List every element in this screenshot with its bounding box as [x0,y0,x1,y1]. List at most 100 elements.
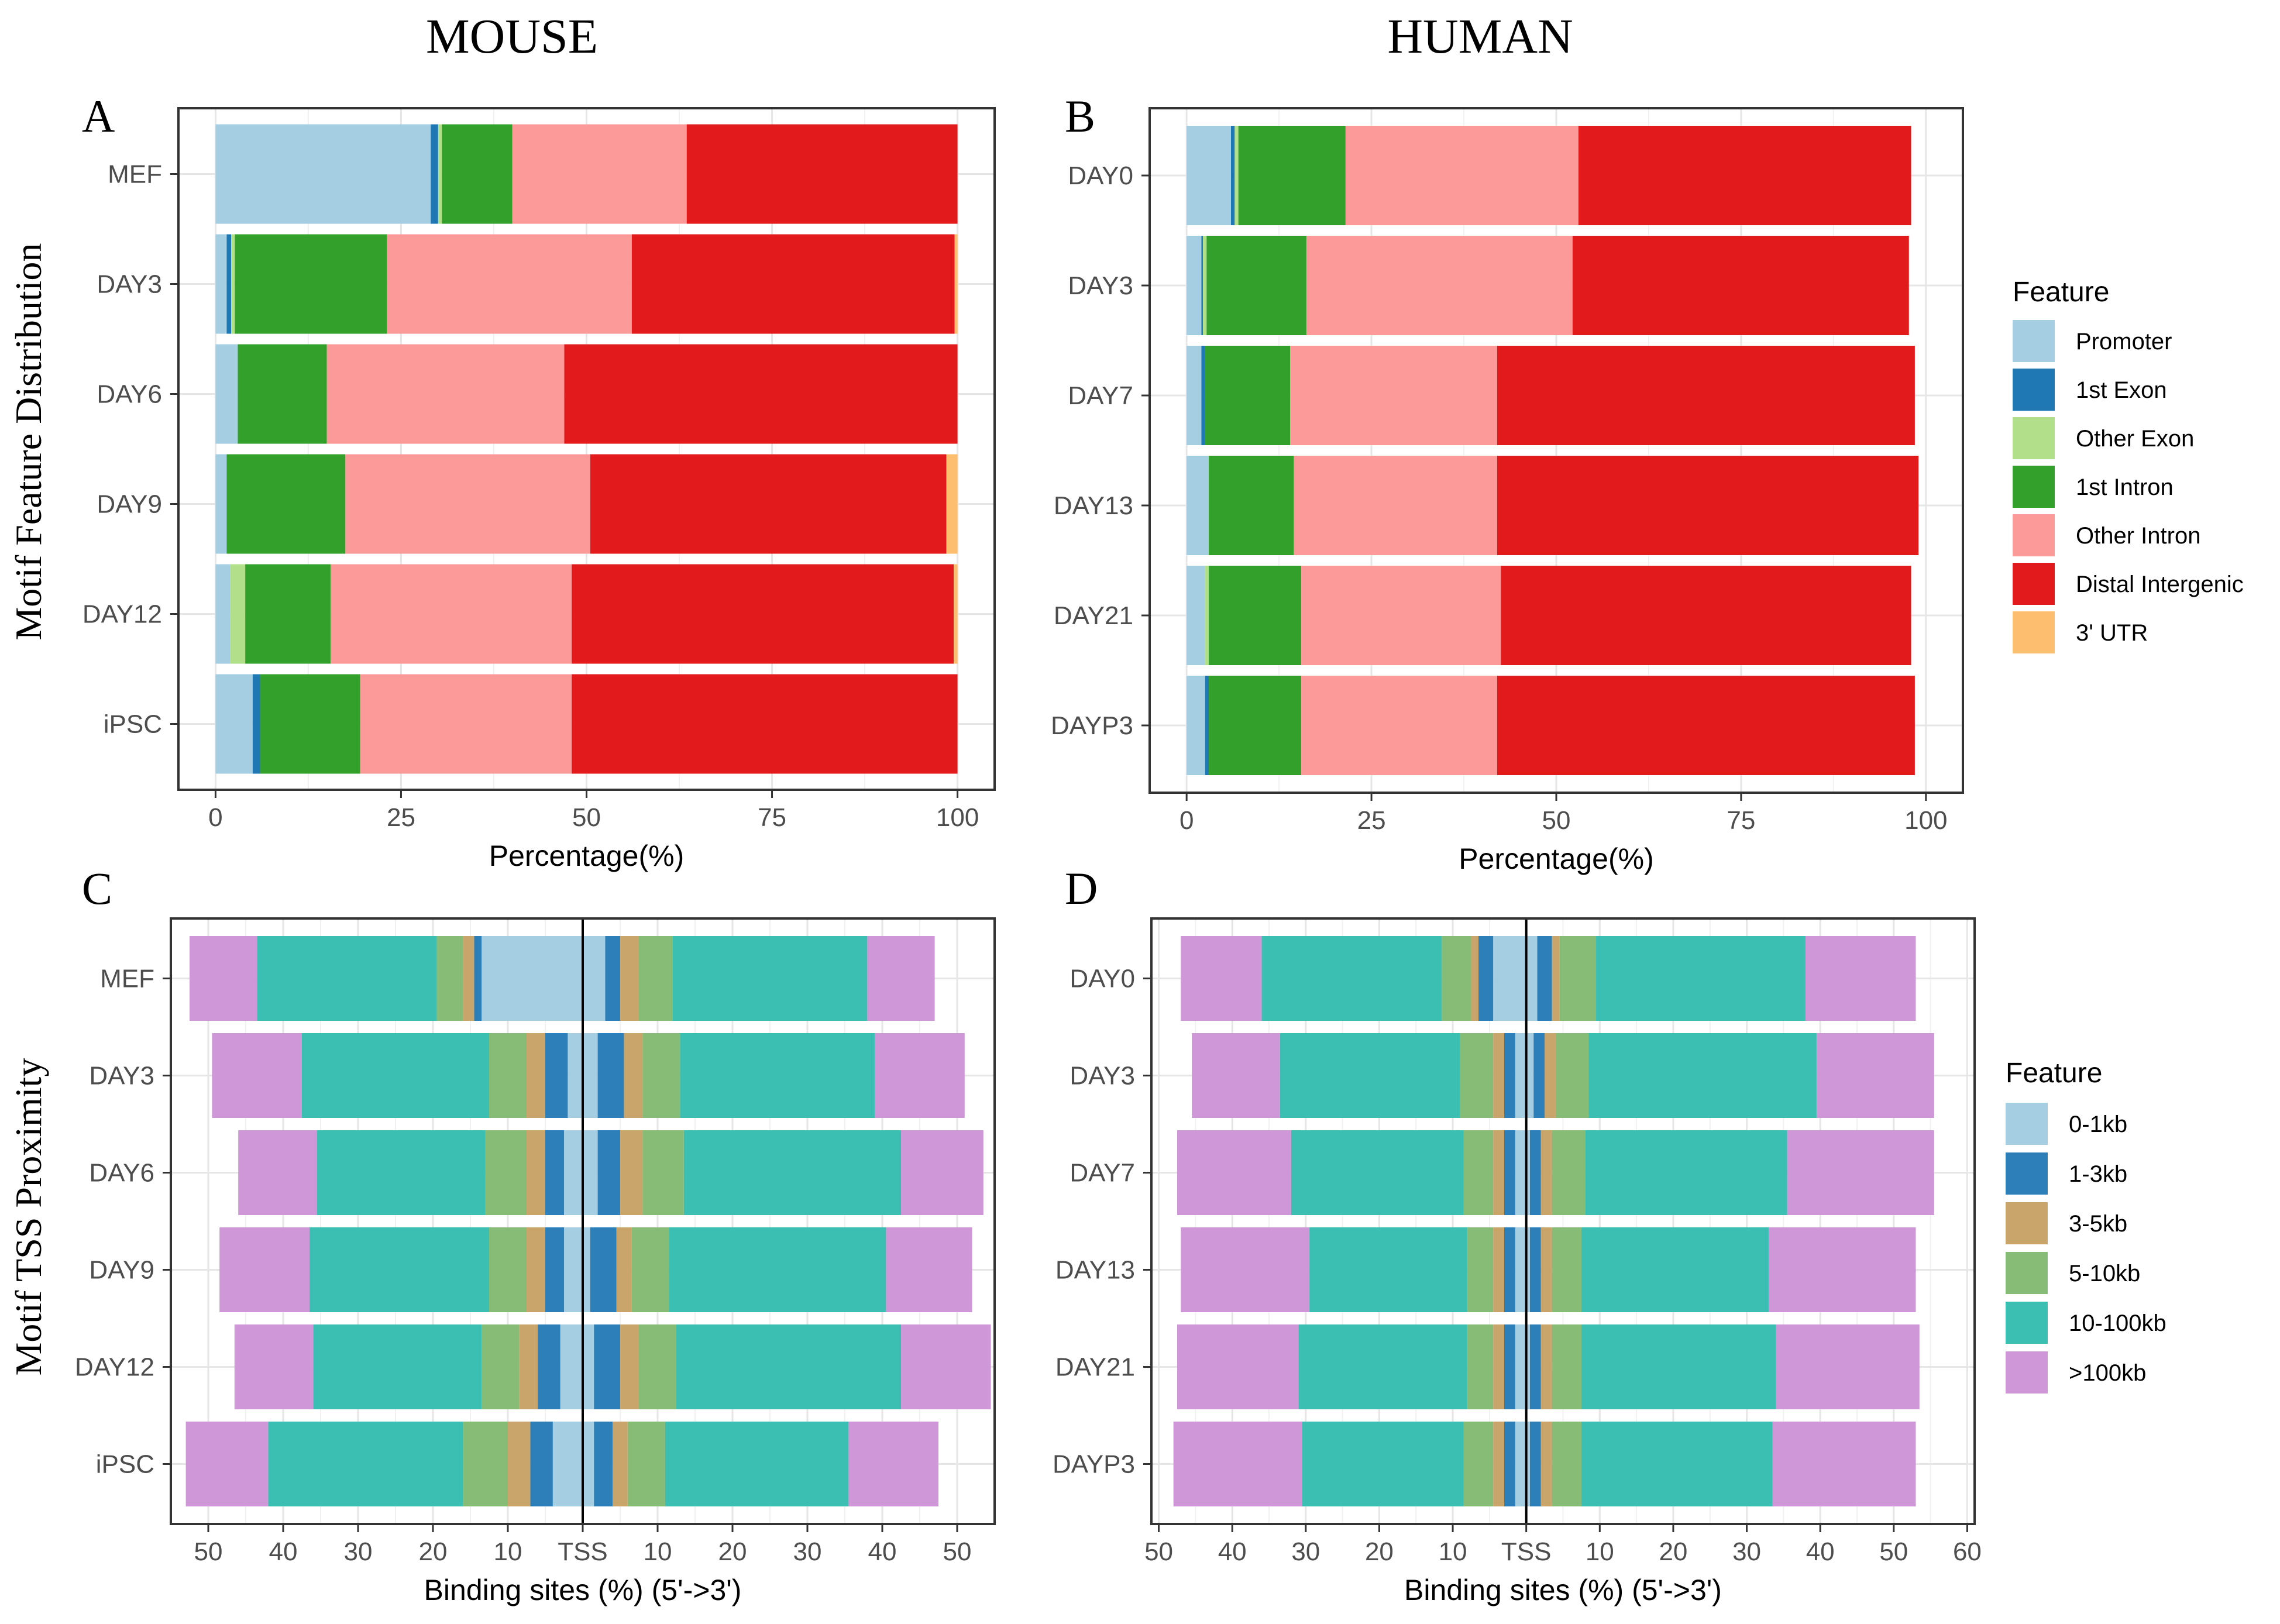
bar-c-day12-upstream-100kb [234,1324,314,1409]
bar-a-day3-1st-intron [235,234,387,334]
bar-a-day3-promoter [215,234,227,334]
bar-c-day12-downstream-0-1kb [583,1324,594,1409]
bar-d-day7-downstream-1-3kb [1529,1130,1541,1215]
bar-a-mef-promoter [215,124,431,224]
bar-c-day6-downstream-3-5kb [620,1130,643,1215]
bar-d-day3-downstream-10-100kb [1588,1033,1817,1118]
bar-a-ipsc-promoter [215,674,253,774]
bar-d-dayp3-upstream-3-5kb [1493,1422,1504,1506]
bar-d-dayp3-upstream-0-1kb [1515,1422,1526,1506]
bar-c-mef-upstream-100kb [190,936,257,1021]
panel-c-x-tick-label: 40 [868,1537,897,1566]
bar-d-day3-downstream-100kb [1816,1033,1934,1118]
bar-a-mef-1st-intron [442,124,513,224]
bar-c-day3-downstream-3-5kb [624,1033,643,1118]
row-title-top: Motif Feature Distribution [8,243,49,640]
bar-c-mef-downstream-0-1kb [583,936,606,1021]
legend-feature: Feature Promoter 1st Exon Other Exon 1st In… [2013,277,2244,653]
bar-b-dayp3-other-intron [1301,676,1497,775]
bar-b-day13-distal-intergenic [1497,456,1919,555]
panel-b-x-tick-label: 75 [1727,806,1755,835]
bar-d-day3-downstream-1-3kb [1533,1033,1545,1118]
panel-d-x-tick-label: 10 [1439,1537,1467,1566]
panel-d-x-tick-label: TSS [1501,1537,1552,1566]
bar-b-day21-other-intron [1301,566,1501,665]
legend-swatch-1-3kb [2006,1152,2048,1195]
bar-d-day13-upstream-0-1kb [1515,1227,1526,1312]
legend-swatch-0-1kb [2006,1103,2048,1145]
bar-c-day6-upstream-0-1kb [564,1130,583,1215]
panel-b-x-tick-label: 100 [1904,806,1947,835]
bar-b-day3-other-exon [1202,236,1207,335]
bar-b-dayp3-1st-exon [1205,676,1209,775]
bar-a-ipsc-distal-intergenic [572,674,958,774]
bar-c-day3-upstream-5-10kb [489,1033,527,1118]
bar-c-day6-upstream-3-5kb [527,1130,545,1215]
bar-c-day3-downstream-100kb [875,1033,965,1118]
bar-c-day9-downstream-5-10kb [631,1227,669,1312]
legend-swatch-other-intron [2013,514,2055,556]
bar-a-mef-other-intron [512,124,687,224]
bar-c-day9-downstream-0-1kb [583,1227,590,1312]
row-title-bottom: Motif TSS Proximity [8,1058,49,1376]
bar-d-day7-upstream-5-10kb [1463,1130,1494,1215]
bar-d-day0-upstream-1-3kb [1478,936,1494,1021]
bar-b-day3-other-intron [1306,236,1573,335]
bar-c-day12-upstream-5-10kb [482,1324,520,1409]
bar-d-day0-upstream-0-1kb [1493,936,1526,1021]
bar-c-ipsc-upstream-0-1kb [552,1422,583,1506]
bar-b-day3-1st-exon [1201,236,1203,335]
bar-b-day0-1st-exon [1231,126,1235,225]
bar-c-mef-upstream-3-5kb [463,936,474,1021]
bar-d-dayp3-upstream-100kb [1173,1422,1302,1506]
bar-c-day3-downstream-1-3kb [597,1033,624,1118]
bar-c-day9-downstream-10-100kb [669,1227,886,1312]
bar-d-dayp3-downstream-5-10kb [1552,1422,1581,1506]
legend-label-5-10kb: 5-10kb [2069,1261,2140,1286]
legend-swatch-5-10kb [2006,1252,2048,1294]
panel-c-x-tick-label: 40 [269,1537,298,1566]
panel-letter-a: A [82,91,115,142]
bar-a-day12-distal-intergenic [572,564,954,664]
bar-a-day9-1st-intron [226,454,346,554]
bar-c-day3-upstream-100kb [212,1033,302,1118]
bar-d-day7-upstream-100kb [1177,1130,1291,1215]
panel-a-chart: MEF DAY3 DAY6 DAY9 DAY12 iPSC 0 25 50 75 100 Percen… [82,107,996,872]
bar-d-day7-upstream-3-5kb [1493,1130,1504,1215]
bar-d-day13-downstream-100kb [1769,1227,1916,1312]
bar-d-day0-upstream-5-10kb [1442,936,1471,1021]
panel-b-category-label: DAY3 [1068,271,1133,300]
panel-b-category-label: DAY21 [1054,601,1133,630]
bar-d-day0-downstream-100kb [1806,936,1916,1021]
bar-c-day6-downstream-10-100kb [683,1130,901,1215]
bar-c-day6-upstream-100kb [238,1130,317,1215]
panel-a-x-tick-label: 25 [387,803,415,832]
bar-d-day0-upstream-100kb [1181,936,1262,1021]
panel-d-x-tick-label: 30 [1291,1537,1320,1566]
bar-c-day3-upstream-10-100kb [302,1033,489,1118]
bar-d-day21-upstream-100kb [1177,1324,1299,1409]
panel-c-x-tick-label: 10 [494,1537,522,1566]
panel-c-x-axis-title: Binding sites (%) (5'->3') [424,1574,742,1606]
panel-a-frame [177,107,996,791]
bar-c-ipsc-downstream-3-5kb [613,1422,628,1506]
bar-d-day0-downstream-10-100kb [1596,936,1806,1021]
panel-c-category-label: DAY3 [89,1062,154,1090]
legend-swatch-100kb [2006,1351,2048,1394]
bar-d-day7-downstream-3-5kb [1540,1130,1552,1215]
panel-a-category-label: DAY12 [82,600,162,629]
bar-d-dayp3-downstream-1-3kb [1529,1422,1541,1506]
bar-d-day13-downstream-3-5kb [1540,1227,1552,1312]
panel-a-x-axis-title: Percentage(%) [489,839,685,872]
bar-d-day7-downstream-10-100kb [1585,1130,1787,1215]
legend-label-promoter: Promoter [2076,329,2172,355]
bar-d-day7-downstream-5-10kb [1552,1130,1586,1215]
panel-b-category-label: DAY13 [1054,491,1133,520]
header-human: HUMAN [1387,9,1573,64]
panel-d-x-tick-label: 60 [1953,1537,1982,1566]
bar-c-day9-upstream-5-10kb [489,1227,527,1312]
bar-b-day7-other-intron [1290,346,1497,445]
panel-d-x-tick-label: 40 [1806,1537,1835,1566]
legend-swatch-1st-intron [2013,466,2055,508]
bar-c-day9-downstream-3-5kb [616,1227,632,1312]
